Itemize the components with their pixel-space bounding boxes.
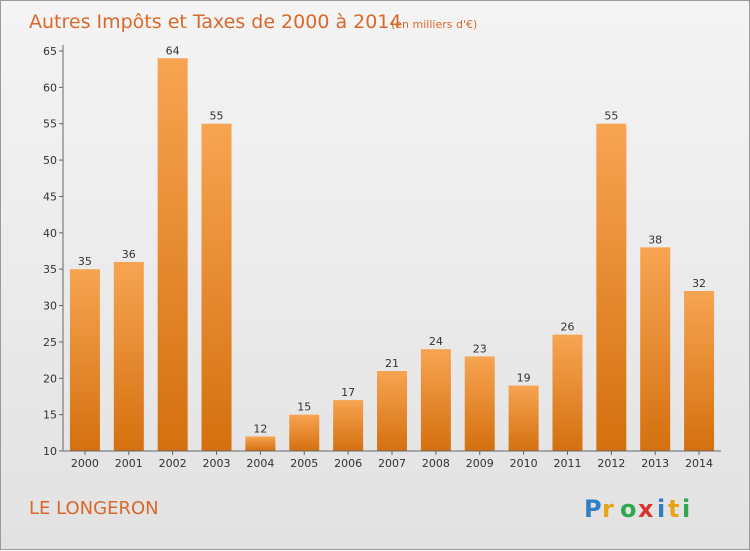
bar-value-label: 64 (166, 44, 180, 57)
bar (464, 356, 495, 451)
chart-title: Autres Impôts et Taxes de 2000 à 2014 (29, 11, 402, 33)
bar (420, 349, 451, 451)
bar-value-label: 15 (297, 401, 311, 414)
bar (640, 247, 671, 451)
bar (245, 436, 276, 451)
bar (377, 371, 407, 451)
bar-value-label: 36 (122, 248, 136, 261)
y-tick-label: 35 (43, 263, 57, 276)
bar-value-label: 12 (253, 422, 267, 435)
x-tick-label: 2003 (203, 457, 231, 470)
bar-value-label: 32 (692, 277, 706, 290)
bar (113, 261, 144, 451)
y-tick-label: 15 (43, 409, 57, 422)
y-tick-label: 20 (43, 372, 57, 385)
y-tick-label: 55 (43, 118, 57, 131)
bar (289, 414, 320, 451)
y-tick-label: 25 (43, 336, 57, 349)
y-axis: 10 15 20 25 30 35 40 45 50 55 60 65 (43, 45, 64, 458)
bar-value-label: 26 (560, 321, 574, 334)
bar (333, 400, 364, 451)
logo-letter: t (668, 495, 679, 523)
bar-value-label: 24 (429, 335, 443, 348)
y-tick-label: 60 (43, 81, 57, 94)
x-tick-label: 2011 (553, 457, 581, 470)
x-tick-label: 2004 (246, 457, 274, 470)
logo-letter: i (682, 495, 690, 523)
y-tick-label: 65 (43, 45, 57, 58)
bar-value-label: 19 (517, 372, 531, 385)
bar-value-label: 35 (78, 255, 92, 268)
bar-value-label: 55 (210, 110, 224, 123)
x-axis: 2000 2001 2002 2003 2004 2005 2006 2007 2008 2009… (63, 450, 721, 470)
logo-letter: o (620, 495, 637, 523)
logo-letter: i (657, 495, 665, 523)
commune-name: LE LONGERON (29, 498, 159, 519)
x-tick-label: 2006 (334, 457, 362, 470)
bar-value-label: 55 (604, 110, 618, 123)
logo-letter: x (638, 495, 654, 523)
x-tick-label: 2014 (685, 457, 713, 470)
x-tick-label: 2010 (510, 457, 538, 470)
y-tick-label: 30 (43, 300, 57, 313)
bar-value-label: 38 (648, 233, 662, 246)
bar (508, 385, 539, 451)
bar (684, 291, 715, 451)
bar (201, 123, 232, 452)
x-tick-label: 2007 (378, 457, 406, 470)
bar (157, 58, 188, 451)
chart-subtitle: (en milliers d'€) (391, 18, 477, 31)
x-tick-label: 2013 (641, 457, 669, 470)
x-tick-label: 2001 (115, 457, 143, 470)
logo-letter: r (602, 495, 614, 523)
logo-letter: P (584, 495, 602, 523)
y-tick-label: 40 (43, 227, 57, 240)
x-tick-label: 2000 (71, 457, 99, 470)
x-tick-label: 2009 (466, 457, 494, 470)
y-tick-label: 50 (43, 154, 57, 167)
x-tick-label: 2005 (290, 457, 318, 470)
y-tick-label: 45 (43, 190, 57, 203)
x-tick-label: 2002 (159, 457, 187, 470)
bar-value-label: 23 (473, 342, 487, 355)
bar-value-label: 21 (385, 357, 399, 370)
bar (552, 334, 583, 451)
bar-value-label: 17 (341, 386, 355, 399)
y-tick-label: 10 (43, 445, 57, 458)
bar (596, 123, 627, 452)
bars-group: 35 36 64 55 12 15 17 21 24 23 19 26 55 38 32 (69, 44, 715, 452)
x-tick-label: 2008 (422, 457, 450, 470)
bar (69, 269, 100, 451)
x-tick-label: 2012 (597, 457, 625, 470)
